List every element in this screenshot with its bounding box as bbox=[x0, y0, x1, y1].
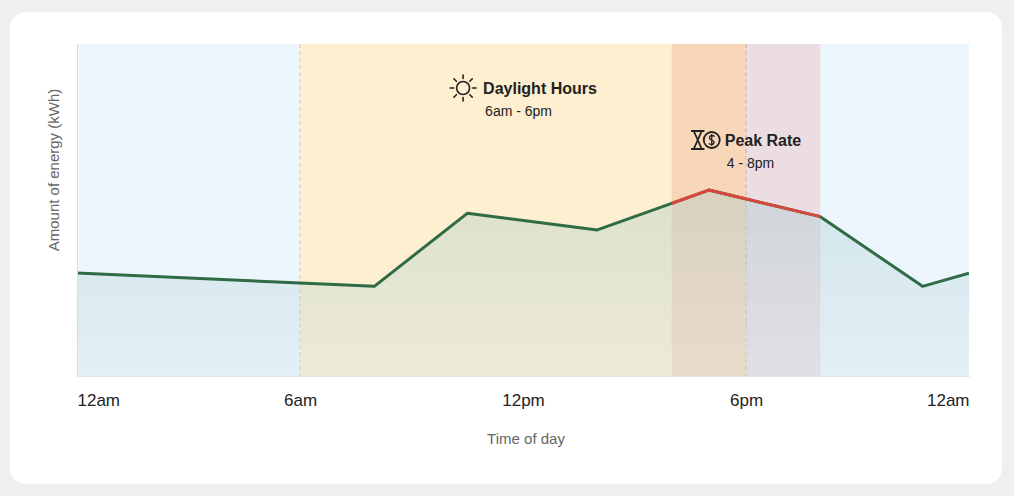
sun-ray bbox=[454, 79, 456, 81]
annotation-subtitle: 6am - 6pm bbox=[485, 103, 552, 119]
line-highlight bbox=[672, 190, 821, 286]
x-tick: 6pm bbox=[730, 376, 763, 410]
card bbox=[10, 12, 1002, 484]
line bbox=[77, 190, 969, 286]
annotation: Daylight Hours 6am - 6pm bbox=[450, 75, 597, 119]
x-axis: 12am 6am 12pm 6pm 12am bbox=[78, 376, 970, 410]
x-axis-line bbox=[78, 376, 970, 377]
y-axis-title: Amount of energy (kWh) bbox=[45, 89, 62, 252]
chart-svg: 12am 6am 12pm 6pm 12am Time of day Amount of e… bbox=[0, 0, 1014, 496]
annotation-icon bbox=[450, 75, 476, 101]
x-tick: 12pm bbox=[502, 376, 545, 410]
plot-background bbox=[77, 44, 969, 376]
annotation: Peak Rate 4 - 8pm bbox=[692, 131, 802, 171]
annotation-subtitle: 4 - 8pm bbox=[727, 155, 774, 171]
y-axis-line bbox=[77, 45, 78, 377]
chart-root: 12am 6am 12pm 6pm 12am Time of day Amount of e… bbox=[0, 0, 1014, 496]
area bbox=[77, 190, 969, 376]
hourglass bbox=[692, 131, 704, 149]
sun-ray bbox=[470, 95, 472, 97]
x-tick-label: 12pm bbox=[502, 391, 545, 410]
marks bbox=[77, 190, 969, 376]
sun-ray bbox=[470, 79, 472, 81]
sun-ray bbox=[450, 87, 454, 89]
x-tick-label: 6am bbox=[284, 391, 317, 410]
coin-symbol bbox=[709, 134, 715, 146]
x-tick-label: 12am bbox=[78, 391, 121, 410]
highlight-group bbox=[672, 190, 821, 286]
sun-ray bbox=[462, 98, 464, 102]
coin bbox=[704, 132, 720, 148]
annotation-title: Peak Rate bbox=[725, 132, 802, 149]
x-axis-title: Time of day bbox=[487, 430, 565, 447]
x-tick: 6am bbox=[284, 376, 317, 410]
annotation-icon bbox=[692, 131, 720, 149]
x-tick-label: 12am bbox=[927, 391, 970, 410]
sun-ray bbox=[473, 87, 477, 89]
annotation-title: Daylight Hours bbox=[483, 80, 597, 97]
y-axis bbox=[77, 45, 78, 377]
x-tick-label: 6pm bbox=[730, 391, 763, 410]
sun-ray bbox=[462, 75, 464, 79]
sun-core bbox=[457, 82, 470, 95]
x-tick: 12am bbox=[78, 376, 121, 410]
page-background bbox=[0, 0, 1014, 496]
x-tick: 12am bbox=[927, 376, 970, 410]
sun-ray bbox=[454, 95, 456, 97]
